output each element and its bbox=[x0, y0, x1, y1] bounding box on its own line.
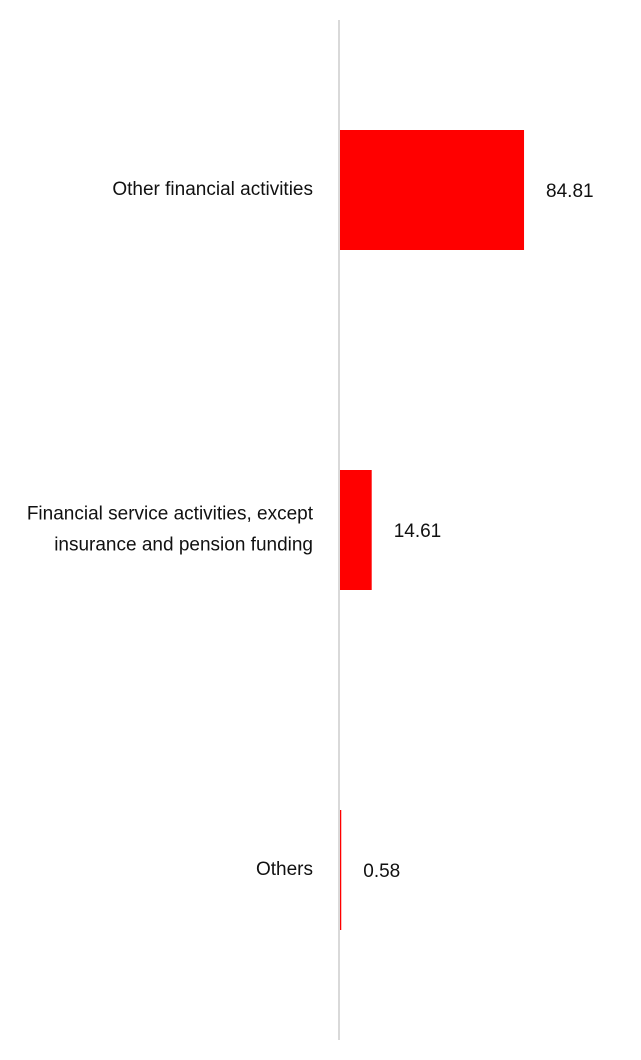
category-label: Financial service activities, except insu… bbox=[27, 504, 314, 556]
value-label: 14.61 bbox=[394, 521, 442, 542]
category-label: Other financial activities bbox=[112, 179, 313, 200]
bar bbox=[340, 810, 342, 930]
category-label: Others bbox=[256, 859, 313, 880]
chart-marks: Other financial activities 84.81 Financial… bbox=[27, 130, 594, 930]
value-label: 84.81 bbox=[546, 181, 594, 202]
bar bbox=[340, 470, 372, 590]
bar bbox=[340, 130, 525, 250]
value-label: 0.58 bbox=[363, 861, 400, 882]
